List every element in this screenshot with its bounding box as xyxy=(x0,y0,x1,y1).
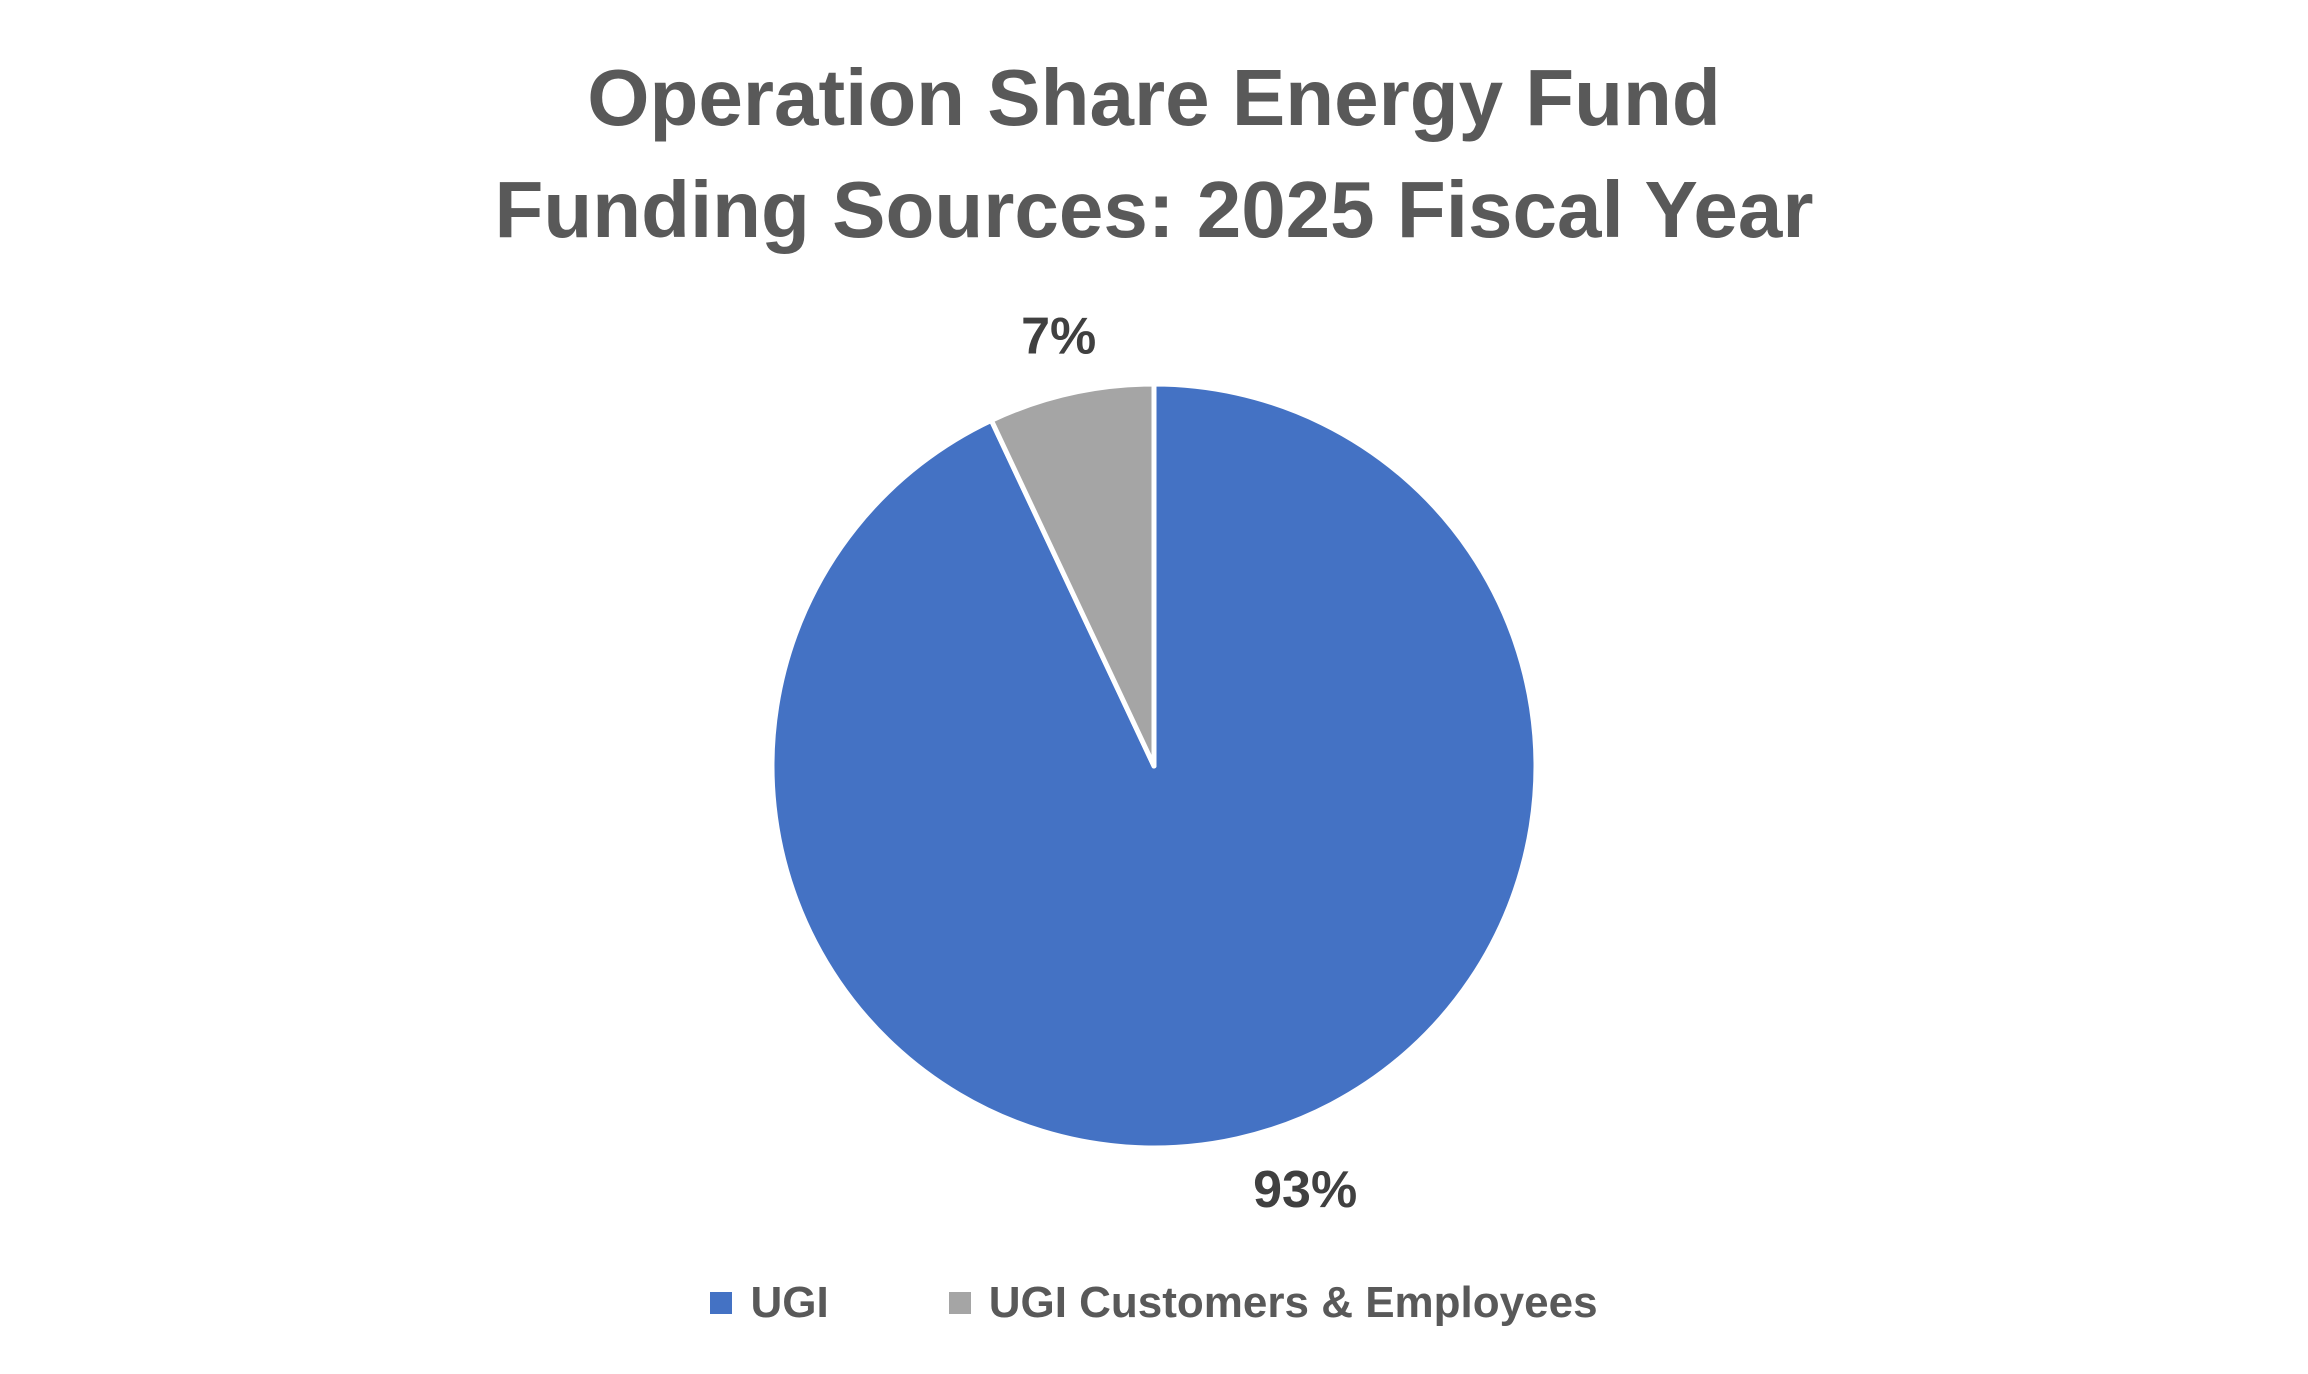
chart-legend: UGI UGI Customers & Employees xyxy=(0,1278,2308,1328)
legend-label-customers-employees: UGI Customers & Employees xyxy=(988,1278,1598,1327)
legend-label-ugi: UGI xyxy=(750,1278,829,1327)
chart-title-line-1: Operation Share Energy Fund xyxy=(587,53,1721,142)
data-label-customers-employees: 7% xyxy=(1021,307,1096,365)
legend-swatch-customers-employees xyxy=(948,1292,971,1314)
legend-item-ugi: UGI xyxy=(710,1278,829,1328)
pie-slice-customers-employees xyxy=(988,381,1157,769)
chart-title: Operation Share Energy Fund Funding Sour… xyxy=(0,42,2308,266)
legend-swatch-ugi xyxy=(710,1292,733,1314)
legend-item-customers-employees: UGI Customers & Employees xyxy=(948,1278,1598,1328)
data-label-ugi: 93% xyxy=(1253,1161,1357,1219)
chart-title-line-2: Funding Sources: 2025 Fiscal Year xyxy=(494,165,1814,254)
